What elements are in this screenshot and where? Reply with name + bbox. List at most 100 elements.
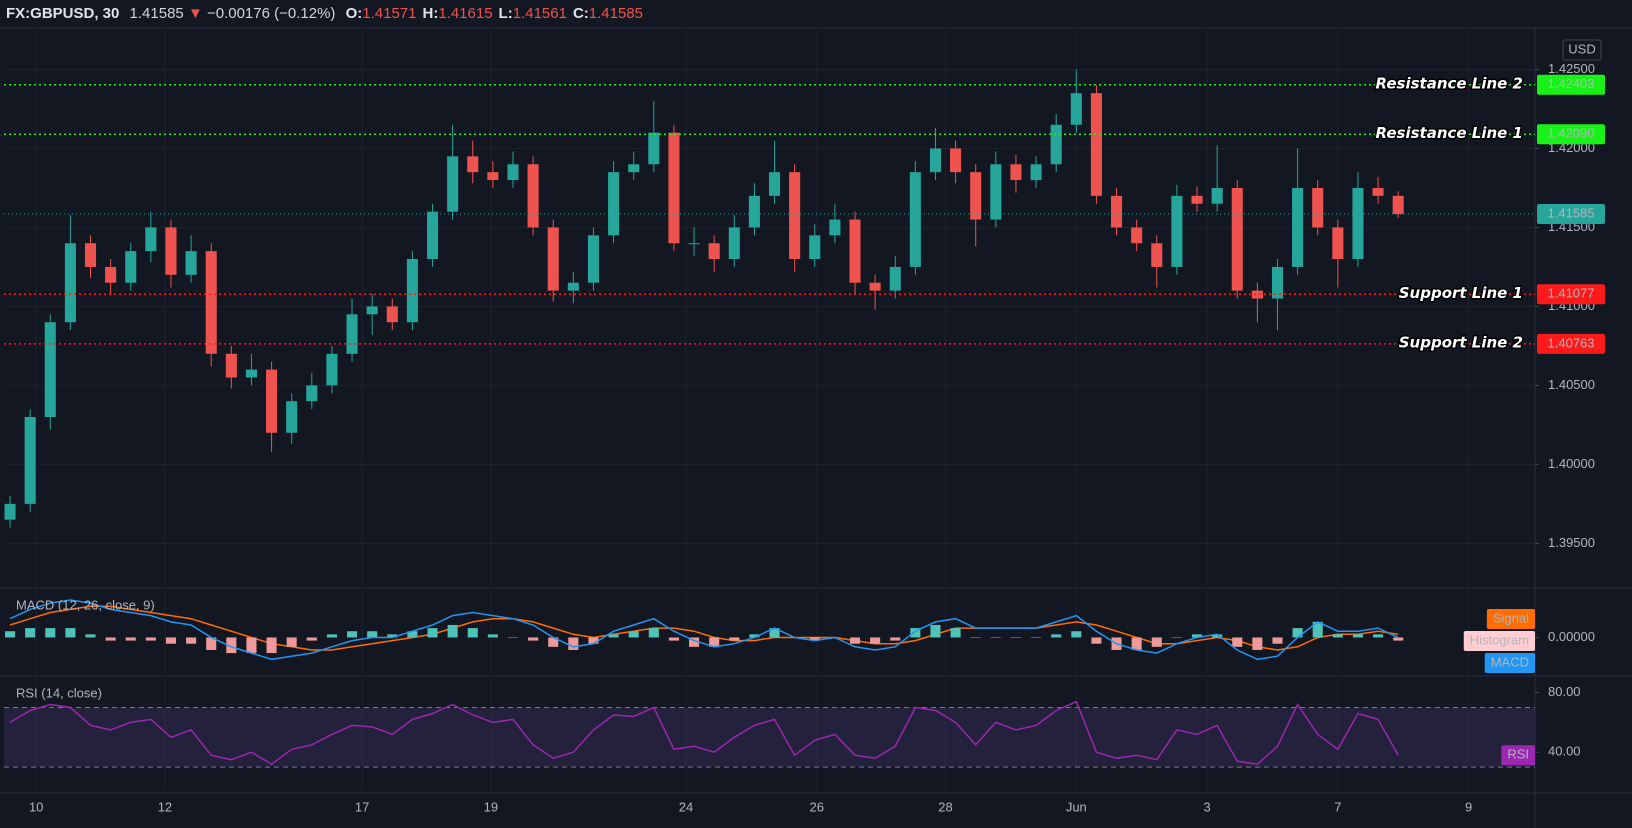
histogram-bar: [528, 637, 539, 641]
histogram-bar: [568, 637, 579, 650]
histogram-bar: [1212, 634, 1223, 638]
histogram-bar: [990, 637, 1001, 638]
histogram-bar: [507, 637, 519, 638]
histogram-bar: [769, 628, 780, 638]
histogram-bar: [608, 634, 619, 638]
histogram-bar: [1031, 637, 1042, 638]
candle-body: [426, 211, 439, 260]
histogram-bar: [105, 637, 116, 641]
histogram-bar: [487, 634, 498, 638]
legend-entry: Histogram: [1470, 632, 1529, 647]
level-label-box: [1537, 74, 1605, 95]
level-label-box: [1537, 124, 1605, 145]
candle-body: [487, 172, 499, 181]
candle-body: [547, 227, 559, 291]
candle-body: [507, 164, 519, 181]
ohlc-value: 1.41585: [588, 5, 644, 22]
y-tick-label: 1.40500: [1548, 377, 1595, 392]
series-line: [9, 605, 1399, 651]
histogram-bar: [367, 631, 378, 638]
histogram-bar: [1352, 634, 1363, 638]
currency-box: [1562, 39, 1602, 61]
histogram-bar: [427, 628, 438, 638]
histogram-bar: [1312, 621, 1323, 638]
level-label-text: 1.42090: [1548, 126, 1595, 141]
histogram-bar: [709, 637, 720, 647]
histogram-bar: [1131, 637, 1142, 650]
candle-body: [266, 369, 278, 433]
histogram-bar: [910, 628, 921, 638]
candle-body: [1151, 243, 1163, 267]
candle-body: [386, 306, 398, 323]
histogram-bar: [1010, 637, 1021, 638]
candle-body: [688, 243, 700, 245]
candle-body: [1010, 164, 1022, 181]
y-tick-label: 40.00: [1548, 744, 1581, 759]
ohlc-key: O:: [345, 5, 363, 22]
pane-title: RSI (14, close): [16, 685, 102, 700]
candle-body: [970, 172, 982, 220]
candle-body: [1030, 164, 1042, 181]
histogram-bar: [1332, 634, 1343, 638]
histogram-bar: [809, 637, 820, 641]
histogram-bar: [306, 637, 317, 641]
candle-body: [809, 235, 821, 260]
x-tick-label: 9: [1465, 799, 1472, 814]
histogram-bar: [749, 634, 760, 638]
level-label-box: [1537, 284, 1605, 305]
histogram-bar: [1091, 637, 1102, 644]
histogram-bar: [1292, 628, 1303, 638]
histogram-bar: [870, 637, 881, 644]
candle-body: [1131, 227, 1143, 244]
histogram-bar: [326, 634, 337, 638]
candle-body: [789, 172, 801, 260]
histogram-bar: [165, 637, 177, 644]
candle-body: [346, 314, 358, 354]
candle-body: [205, 251, 217, 354]
histogram-bar: [1191, 634, 1203, 638]
candle-body: [909, 172, 921, 267]
histogram-bar: [145, 637, 156, 641]
candle-body: [64, 243, 76, 323]
ohlc-key: L:: [498, 5, 513, 22]
candle-body: [1251, 290, 1263, 299]
candle-body: [869, 282, 881, 291]
candle-body: [628, 164, 640, 173]
candle-body: [587, 235, 599, 283]
x-tick-label: 17: [355, 799, 369, 814]
candle-body: [1392, 195, 1404, 215]
histogram-bar: [1272, 637, 1283, 644]
currency: USD: [1568, 41, 1595, 56]
histogram-bar: [588, 637, 599, 644]
candle-body: [1090, 93, 1102, 196]
candle-body: [467, 156, 479, 173]
candle-body: [829, 219, 841, 236]
candle-body: [748, 195, 760, 228]
histogram-bar: [849, 637, 861, 644]
histogram-bar: [286, 637, 297, 647]
ohlc-key: C:: [572, 5, 589, 22]
series-line: [9, 700, 1399, 766]
y-tick-label: 1.40000: [1548, 456, 1595, 471]
candle-body: [1312, 187, 1324, 228]
candle-body: [849, 219, 861, 283]
series-line: [9, 599, 1399, 661]
histogram-bar: [65, 628, 76, 638]
change-arrow: ▼: [187, 5, 203, 22]
header: FX:GBPUSD, 30 1.41585 ▼ −0.00176 (−0.12%…: [6, 2, 643, 26]
level-name: Resistance Line 1: [1376, 124, 1523, 142]
candle-body: [1050, 124, 1062, 165]
candle-body: [1372, 187, 1384, 196]
candle-body: [84, 243, 97, 267]
histogram-bar: [729, 637, 740, 641]
candle-body: [145, 227, 157, 252]
legend-entry: RSI: [1507, 747, 1529, 762]
histogram-bar: [1252, 637, 1263, 650]
candle-body: [306, 385, 318, 402]
histogram-bar: [45, 628, 56, 638]
histogram-bar: [1051, 634, 1062, 638]
candle-body: [990, 164, 1002, 220]
y-tick-label: 1.39500: [1548, 535, 1595, 550]
ohlc-value: 1.41615: [438, 5, 493, 22]
